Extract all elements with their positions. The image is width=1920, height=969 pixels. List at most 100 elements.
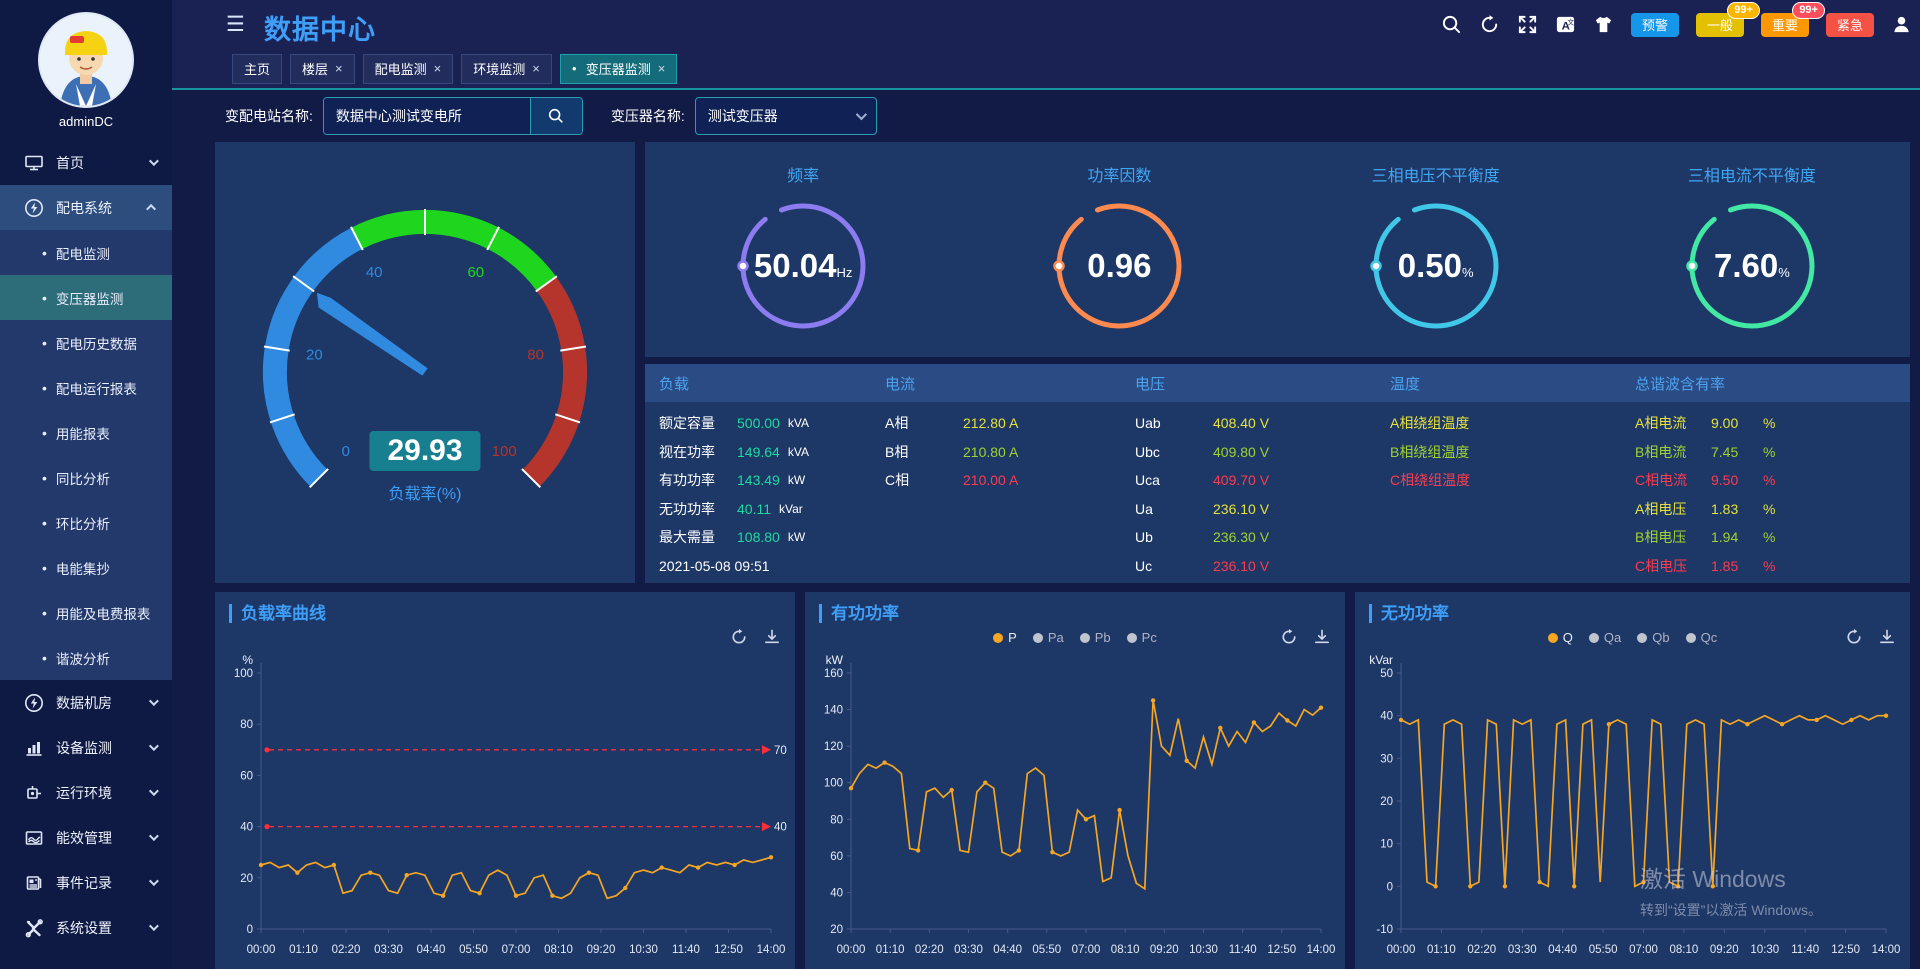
tab-home[interactable]: 主页: [232, 53, 283, 84]
current-column: A相 212.80 A B相 210.80 A C相 210.00 A: [885, 409, 1135, 580]
legend-item-Qa[interactable]: Qa: [1588, 630, 1621, 645]
legend-item-Qc[interactable]: Qc: [1685, 630, 1717, 645]
sidebar-item-dist-history[interactable]: 配电历史数据: [0, 320, 172, 365]
tab-transformer-monitor[interactable]: 变压器监测 ×: [559, 53, 678, 84]
svg-text:02:20: 02:20: [332, 944, 361, 956]
sidebar-item-label: 系统设置: [56, 919, 112, 936]
fullscreen-icon[interactable]: [1517, 14, 1538, 35]
sidebar-item-transformer-monitor[interactable]: 变压器监测: [0, 275, 172, 320]
sidebar-item-home[interactable]: 首页: [0, 140, 172, 185]
svg-text:00:00: 00:00: [1387, 944, 1416, 956]
chart-refresh-icon[interactable]: [730, 628, 748, 646]
sidebar-item-label: 配电历史数据: [55, 336, 137, 352]
tab-label: 变压器监测: [585, 62, 651, 77]
power-factor-value: 0.96: [1087, 247, 1152, 284]
close-icon[interactable]: ×: [335, 61, 343, 76]
sidebar-item-label: 用能及电费报表: [55, 606, 151, 622]
sidebar-item-energy-cost-report[interactable]: 用能及电费报表: [0, 590, 172, 635]
svg-text:09:20: 09:20: [1150, 944, 1179, 956]
theme-shirt-icon[interactable]: [1593, 14, 1614, 35]
svg-text:12:50: 12:50: [714, 944, 743, 956]
sidebar-item-device-monitor[interactable]: 设备监测: [0, 725, 172, 770]
sidebar-item-system-settings[interactable]: 系统设置: [0, 905, 172, 950]
legend-item-Pa[interactable]: Pa: [1032, 630, 1064, 645]
close-icon[interactable]: ×: [532, 61, 540, 76]
table-row: Uc 236.10 V: [1135, 557, 1270, 574]
chart-download-icon[interactable]: [1878, 628, 1896, 646]
legend-item-Qb[interactable]: Qb: [1637, 630, 1670, 645]
transformer-select[interactable]: 测试变压器: [694, 97, 877, 135]
current-unbalance-unit: %: [1778, 264, 1790, 280]
refresh-icon[interactable]: [1479, 14, 1500, 35]
legend-dot: [1685, 632, 1696, 643]
chart-refresh-icon[interactable]: [1845, 628, 1863, 646]
avatar[interactable]: [38, 12, 134, 108]
table-row: B相绕组温度: [1390, 443, 1470, 460]
sidebar-item-dist-report[interactable]: 配电运行报表: [0, 365, 172, 410]
close-icon[interactable]: ×: [433, 61, 442, 76]
user-icon[interactable]: [1891, 14, 1912, 35]
chart-download-icon[interactable]: [763, 628, 781, 646]
voltage-unbalance-ring: [1369, 203, 1499, 329]
sidebar-item-label: 同比分析: [55, 471, 110, 487]
svg-text:0: 0: [247, 924, 253, 936]
load-rate-gauge: 0 20 40 60 80 100: [262, 209, 588, 489]
svg-text:00:00: 00:00: [837, 944, 866, 956]
warning-button[interactable]: 预警: [1630, 12, 1679, 37]
chevron-up-icon: [146, 203, 157, 214]
svg-text:100: 100: [824, 778, 843, 790]
chart-refresh-icon[interactable]: [1280, 628, 1298, 646]
tab-dist-monitor[interactable]: 配电监测 ×: [362, 53, 454, 84]
station-input[interactable]: [323, 98, 530, 134]
chart-download-icon[interactable]: [1313, 628, 1331, 646]
station-search-button[interactable]: [529, 98, 582, 134]
svg-text:A: A: [1562, 20, 1570, 32]
table-row: A相电压 1.83%: [1635, 500, 1776, 517]
svg-text:05:50: 05:50: [459, 944, 488, 956]
col-header-thd: 总谐波含有率: [1635, 375, 1726, 393]
legend-item-Pb[interactable]: Pb: [1079, 630, 1111, 645]
search-icon[interactable]: [1441, 14, 1462, 35]
table-row: Ubc 409.80 V: [1135, 443, 1270, 460]
menu-collapse-icon[interactable]: ☰: [226, 13, 245, 36]
legend-dot: [1032, 632, 1043, 643]
sidebar-item-energy-efficiency[interactable]: 能效管理: [0, 815, 172, 860]
important-alarm-button[interactable]: 重要 99+: [1760, 1, 1825, 37]
svg-text:80: 80: [830, 814, 843, 826]
table-row: Uab 408.40 V: [1135, 415, 1270, 432]
sidebar-item-event-log[interactable]: 事件记录: [0, 860, 172, 905]
tab-floor[interactable]: 楼层 ×: [290, 53, 355, 84]
chevron-down-icon: [148, 831, 159, 842]
sidebar-item-harmonic-analysis[interactable]: 谐波分析: [0, 635, 172, 680]
legend-dot: [1126, 632, 1137, 643]
legend-item-P[interactable]: P: [993, 630, 1017, 645]
load-rate-chart-panel: 负载率曲线 % 0 20 40 60 80 100 00:00 01:10 02:20 03:30 0…: [215, 592, 795, 969]
close-icon[interactable]: ×: [657, 61, 666, 76]
sidebar-item-energy-report[interactable]: 用能报表: [0, 410, 172, 455]
chart-title: 有功功率: [819, 604, 899, 623]
legend-item-Q[interactable]: Q: [1547, 630, 1573, 645]
sidebar-item-label: 运行环境: [56, 784, 112, 801]
svg-text:20: 20: [1380, 796, 1393, 808]
svg-text:03:30: 03:30: [374, 944, 403, 956]
svg-text:08:10: 08:10: [1111, 944, 1140, 956]
urgent-alarm-button[interactable]: 紧急: [1825, 12, 1874, 37]
general-alarm-button[interactable]: 一般 99+: [1695, 1, 1760, 37]
sidebar-item-dist-monitor[interactable]: 配电监测: [0, 230, 172, 275]
svg-text:0: 0: [342, 443, 350, 460]
sidebar-item-data-room[interactable]: 数据机房: [0, 680, 172, 725]
sidebar-item-mom-analysis[interactable]: 环比分析: [0, 500, 172, 545]
table-row: B相 210.80 A: [885, 443, 1019, 460]
sidebar-item-power-system[interactable]: 配电系统: [0, 185, 172, 230]
sidebar-item-label: 变压器监测: [55, 291, 124, 307]
urgent-alarm-label: 紧急: [1836, 18, 1863, 33]
filter-bar: 变配电站名称: 变压器名称: 测试变压器: [172, 90, 1920, 142]
table-row: Ua 236.10 V: [1135, 500, 1270, 517]
legend-item-Pc[interactable]: Pc: [1126, 630, 1157, 645]
tab-env-monitor[interactable]: 环境监测 ×: [461, 53, 552, 84]
sidebar-item-meter-reading[interactable]: 电能集抄: [0, 545, 172, 590]
sidebar-item-environment[interactable]: 运行环境: [0, 770, 172, 815]
active-power-chart-panel: 有功功率 P Pa Pb Pc kW 20 40 60 80 100 120 140 160 00…: [805, 592, 1345, 969]
sidebar-item-yoy-analysis[interactable]: 同比分析: [0, 455, 172, 500]
